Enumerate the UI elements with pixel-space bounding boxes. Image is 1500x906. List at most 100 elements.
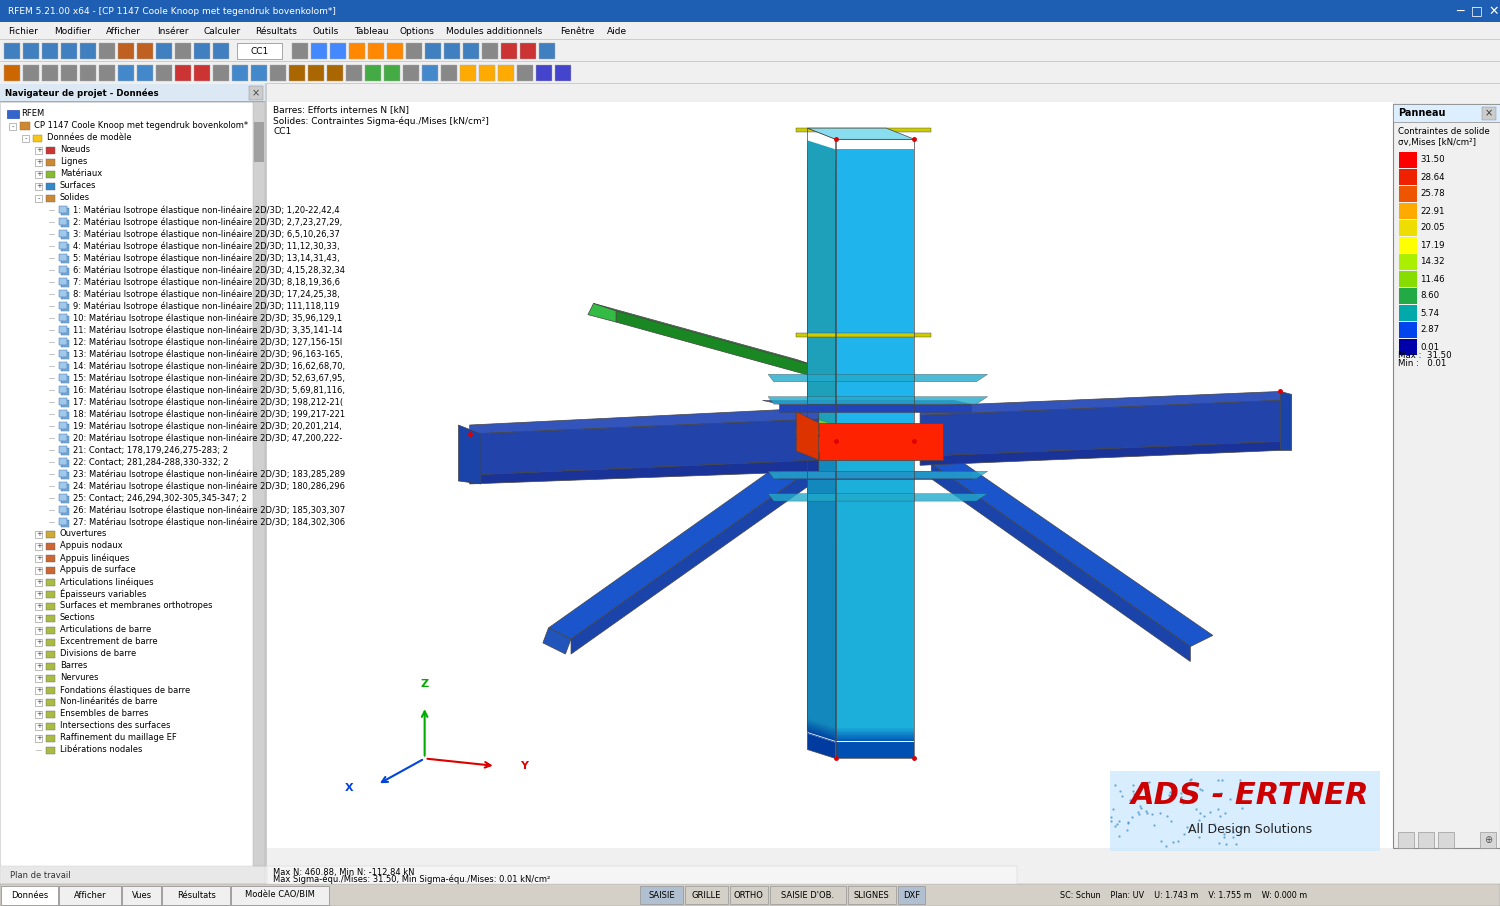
Text: Appuis linéiques: Appuis linéiques	[60, 554, 129, 563]
Bar	[441, 65, 458, 81]
Text: +: +	[36, 147, 42, 153]
Text: SAISIE: SAISIE	[648, 891, 675, 900]
Polygon shape	[836, 280, 915, 426]
Bar	[1394, 104, 1500, 848]
Bar	[34, 603, 42, 610]
Bar	[62, 400, 69, 407]
Bar	[58, 482, 68, 489]
Polygon shape	[836, 680, 915, 738]
Bar	[118, 65, 134, 81]
Polygon shape	[807, 527, 836, 731]
Text: Navigateur de projet - Données: Navigateur de projet - Données	[4, 88, 159, 98]
Text: Max :  31.50: Max : 31.50	[1398, 352, 1452, 361]
Polygon shape	[807, 654, 836, 737]
Text: 2: Matériau Isotrope élastique non-linéaire 2D/3D; 2,7,23,27,29,: 2: Matériau Isotrope élastique non-linéa…	[74, 217, 342, 226]
Bar	[34, 699, 42, 706]
Bar	[62, 424, 69, 431]
Bar	[0, 62, 266, 84]
Polygon shape	[819, 423, 942, 460]
Text: 7: Matériau Isotrope élastique non-linéaire 2D/3D; 8,18,19,36,6: 7: Matériau Isotrope élastique non-linéa…	[74, 277, 340, 287]
Bar	[62, 340, 69, 347]
Polygon shape	[807, 332, 836, 428]
Bar	[1480, 832, 1496, 848]
Text: 16: Matériau Isotrope élastique non-linéaire 2D/3D; 5,69,81,116,: 16: Matériau Isotrope élastique non-liné…	[74, 385, 345, 395]
Bar	[0, 84, 266, 102]
Bar	[46, 723, 56, 730]
Polygon shape	[807, 382, 836, 429]
Bar	[1394, 104, 1500, 122]
Bar	[62, 328, 69, 335]
Text: GRILLE: GRILLE	[692, 891, 722, 900]
Bar	[422, 65, 438, 81]
Text: 10: Matériau Isotrope élastique non-linéaire 2D/3D; 35,96,129,1: 10: Matériau Isotrope élastique non-liné…	[74, 313, 342, 323]
Text: +: +	[36, 723, 42, 729]
Text: +: +	[36, 711, 42, 717]
Polygon shape	[836, 584, 915, 734]
Text: -: -	[38, 195, 40, 201]
Polygon shape	[796, 411, 819, 460]
Bar	[327, 65, 344, 81]
Bar	[62, 436, 69, 443]
Bar	[34, 663, 42, 670]
Text: 5.74: 5.74	[1420, 309, 1438, 317]
Bar	[478, 65, 495, 81]
Bar	[34, 711, 42, 718]
Text: +: +	[36, 615, 42, 621]
Polygon shape	[796, 333, 932, 337]
Text: Barres: Barres	[60, 661, 87, 670]
Bar	[368, 43, 384, 59]
Polygon shape	[836, 220, 915, 424]
Bar	[46, 591, 56, 598]
Polygon shape	[807, 251, 836, 425]
Bar	[290, 65, 304, 81]
Polygon shape	[807, 402, 836, 430]
Text: Appuis nodaux: Appuis nodaux	[60, 542, 123, 551]
Bar	[308, 65, 324, 81]
Bar	[1400, 220, 1417, 236]
Polygon shape	[836, 290, 915, 427]
Polygon shape	[836, 260, 915, 425]
Polygon shape	[836, 743, 915, 758]
Text: Aide: Aide	[608, 26, 627, 35]
Text: ORTHO: ORTHO	[734, 891, 764, 900]
Text: SLIGNES: SLIGNES	[853, 891, 889, 900]
Text: -: -	[24, 135, 27, 141]
Polygon shape	[836, 458, 915, 728]
Bar	[34, 639, 42, 646]
Polygon shape	[836, 361, 915, 429]
Text: +: +	[36, 183, 42, 189]
Polygon shape	[836, 663, 915, 737]
Text: SAISIE D'OB.: SAISIE D'OB.	[782, 891, 834, 900]
Bar	[58, 506, 68, 513]
Bar	[58, 290, 68, 297]
Text: +: +	[36, 651, 42, 657]
Polygon shape	[807, 575, 836, 734]
Polygon shape	[807, 261, 836, 426]
Polygon shape	[836, 210, 915, 424]
Polygon shape	[836, 521, 915, 731]
Text: Surfaces et membranes orthotropes: Surfaces et membranes orthotropes	[60, 602, 213, 611]
Text: 1: Matériau Isotrope élastique non-linéaire 2D/3D; 1,20-22,42,4: 1: Matériau Isotrope élastique non-linéa…	[74, 206, 339, 215]
Bar	[46, 183, 56, 190]
Text: ✕: ✕	[1488, 5, 1500, 17]
Polygon shape	[807, 480, 836, 729]
Text: Insérer: Insérer	[158, 26, 189, 35]
Bar	[9, 123, 16, 130]
Text: Nervures: Nervures	[60, 673, 99, 682]
Polygon shape	[836, 401, 915, 430]
Text: 11: Matériau Isotrope élastique non-linéaire 2D/3D; 3,35,141-14: 11: Matériau Isotrope élastique non-liné…	[74, 325, 342, 334]
Text: X: X	[345, 784, 354, 794]
Polygon shape	[780, 471, 970, 478]
Bar	[251, 65, 267, 81]
Polygon shape	[807, 302, 836, 427]
Bar	[847, 886, 895, 904]
Bar	[58, 470, 68, 477]
Polygon shape	[836, 431, 915, 441]
Polygon shape	[807, 372, 836, 429]
Text: +: +	[36, 663, 42, 669]
Polygon shape	[807, 464, 836, 728]
Bar	[58, 458, 68, 465]
Bar	[136, 43, 153, 59]
Polygon shape	[807, 292, 836, 427]
Polygon shape	[807, 352, 836, 429]
